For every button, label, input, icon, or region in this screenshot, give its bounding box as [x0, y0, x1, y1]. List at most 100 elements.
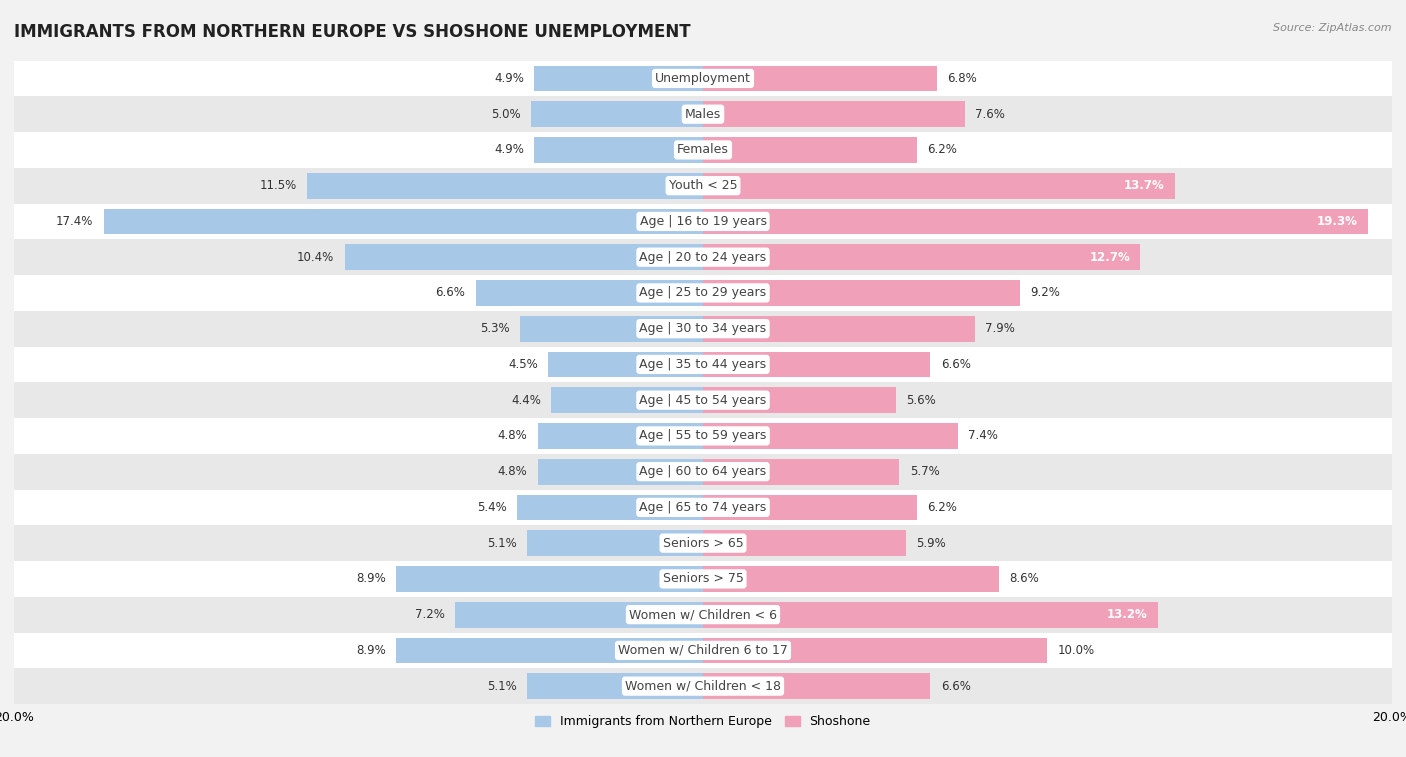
Bar: [534, 66, 703, 92]
Text: IMMIGRANTS FROM NORTHERN EUROPE VS SHOSHONE UNEMPLOYMENT: IMMIGRANTS FROM NORTHERN EUROPE VS SHOSH…: [14, 23, 690, 41]
Text: Women w/ Children < 18: Women w/ Children < 18: [626, 680, 780, 693]
Text: 10.0%: 10.0%: [1057, 644, 1095, 657]
Bar: [703, 316, 976, 341]
Text: 6.2%: 6.2%: [927, 143, 956, 157]
Legend: Immigrants from Northern Europe, Shoshone: Immigrants from Northern Europe, Shoshon…: [530, 710, 876, 733]
Text: Age | 45 to 54 years: Age | 45 to 54 years: [640, 394, 766, 407]
Text: Source: ZipAtlas.com: Source: ZipAtlas.com: [1274, 23, 1392, 33]
Bar: [104, 208, 703, 234]
Bar: [14, 418, 1392, 453]
Text: Age | 20 to 24 years: Age | 20 to 24 years: [640, 251, 766, 263]
Bar: [551, 388, 703, 413]
Bar: [14, 453, 1392, 490]
Bar: [520, 316, 703, 341]
Bar: [537, 459, 703, 484]
Text: 5.1%: 5.1%: [488, 537, 517, 550]
Text: 10.4%: 10.4%: [297, 251, 335, 263]
Bar: [703, 494, 917, 520]
Bar: [517, 494, 703, 520]
Text: Age | 35 to 44 years: Age | 35 to 44 years: [640, 358, 766, 371]
Text: 17.4%: 17.4%: [56, 215, 93, 228]
Bar: [703, 173, 1175, 198]
Bar: [703, 351, 931, 377]
Bar: [344, 245, 703, 270]
Bar: [531, 101, 703, 127]
Text: 6.6%: 6.6%: [941, 680, 970, 693]
Bar: [703, 388, 896, 413]
Bar: [14, 168, 1392, 204]
Text: 9.2%: 9.2%: [1031, 286, 1060, 300]
Text: 6.6%: 6.6%: [436, 286, 465, 300]
Bar: [14, 132, 1392, 168]
Text: Age | 30 to 34 years: Age | 30 to 34 years: [640, 322, 766, 335]
Bar: [703, 423, 957, 449]
Text: 6.2%: 6.2%: [927, 501, 956, 514]
Text: Youth < 25: Youth < 25: [669, 179, 737, 192]
Text: 4.5%: 4.5%: [508, 358, 537, 371]
Bar: [703, 673, 931, 699]
Text: Seniors > 75: Seniors > 75: [662, 572, 744, 585]
Text: 5.9%: 5.9%: [917, 537, 946, 550]
Bar: [14, 275, 1392, 311]
Text: Males: Males: [685, 107, 721, 120]
Bar: [703, 245, 1140, 270]
Bar: [456, 602, 703, 628]
Text: 7.4%: 7.4%: [969, 429, 998, 442]
Bar: [703, 137, 917, 163]
Bar: [703, 566, 1000, 592]
Text: 12.7%: 12.7%: [1090, 251, 1130, 263]
Text: 6.6%: 6.6%: [941, 358, 970, 371]
Text: 6.8%: 6.8%: [948, 72, 977, 85]
Bar: [703, 459, 900, 484]
Text: 8.9%: 8.9%: [356, 644, 387, 657]
Text: Females: Females: [678, 143, 728, 157]
Text: Age | 60 to 64 years: Age | 60 to 64 years: [640, 465, 766, 478]
Bar: [14, 96, 1392, 132]
Text: 5.1%: 5.1%: [488, 680, 517, 693]
Bar: [534, 137, 703, 163]
Text: 13.2%: 13.2%: [1107, 608, 1147, 621]
Text: 5.6%: 5.6%: [907, 394, 936, 407]
Bar: [703, 208, 1368, 234]
Text: 8.6%: 8.6%: [1010, 572, 1039, 585]
Text: 4.8%: 4.8%: [498, 429, 527, 442]
Bar: [14, 382, 1392, 418]
Text: Seniors > 65: Seniors > 65: [662, 537, 744, 550]
Bar: [14, 204, 1392, 239]
Bar: [703, 280, 1019, 306]
Bar: [14, 561, 1392, 597]
Bar: [475, 280, 703, 306]
Text: 5.3%: 5.3%: [481, 322, 510, 335]
Text: Women w/ Children < 6: Women w/ Children < 6: [628, 608, 778, 621]
Text: 7.9%: 7.9%: [986, 322, 1015, 335]
Text: 4.9%: 4.9%: [494, 143, 524, 157]
Bar: [14, 239, 1392, 275]
Text: Age | 55 to 59 years: Age | 55 to 59 years: [640, 429, 766, 442]
Bar: [537, 423, 703, 449]
Text: Unemployment: Unemployment: [655, 72, 751, 85]
Text: 4.8%: 4.8%: [498, 465, 527, 478]
Text: 4.9%: 4.9%: [494, 72, 524, 85]
Text: Women w/ Children 6 to 17: Women w/ Children 6 to 17: [619, 644, 787, 657]
Bar: [527, 673, 703, 699]
Bar: [14, 633, 1392, 668]
Bar: [14, 347, 1392, 382]
Bar: [14, 311, 1392, 347]
Bar: [14, 597, 1392, 633]
Bar: [703, 602, 1157, 628]
Bar: [14, 668, 1392, 704]
Text: 7.6%: 7.6%: [976, 107, 1005, 120]
Bar: [703, 637, 1047, 663]
Text: 5.4%: 5.4%: [477, 501, 506, 514]
Text: 8.9%: 8.9%: [356, 572, 387, 585]
Text: Age | 65 to 74 years: Age | 65 to 74 years: [640, 501, 766, 514]
Bar: [396, 566, 703, 592]
Text: 19.3%: 19.3%: [1316, 215, 1358, 228]
Text: 5.0%: 5.0%: [491, 107, 520, 120]
Text: 4.4%: 4.4%: [512, 394, 541, 407]
Text: 5.7%: 5.7%: [910, 465, 939, 478]
Bar: [307, 173, 703, 198]
Bar: [703, 530, 907, 556]
Bar: [14, 525, 1392, 561]
Bar: [703, 66, 938, 92]
